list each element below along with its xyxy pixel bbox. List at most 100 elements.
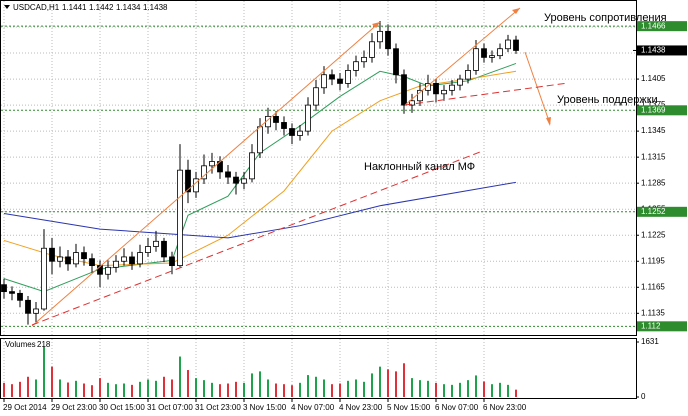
y-tick-label: 1.1195 <box>641 256 665 265</box>
candle-body <box>473 48 479 71</box>
candle-body <box>489 55 495 58</box>
candle-body <box>369 41 375 58</box>
drawings <box>31 7 569 327</box>
candle-body <box>129 256 135 265</box>
candle-body <box>305 104 311 132</box>
candle-body <box>113 260 119 268</box>
candle-body <box>9 291 15 294</box>
y-tick-label: 1.1315 <box>641 152 666 161</box>
candle-body <box>153 240 159 247</box>
x-tick-label: 29 Oct 23:00 <box>51 403 97 412</box>
trend-line <box>404 82 569 106</box>
y-tick-label: 1.1375 <box>641 100 666 109</box>
candle-body <box>145 246 151 253</box>
annotation: Наклонный канал МФ <box>364 161 475 173</box>
volume-panel <box>0 338 637 399</box>
x-tick-label: 31 Oct 07:00 <box>147 403 193 412</box>
candle-body <box>1 284 7 293</box>
level-label: 1.112 <box>641 321 661 330</box>
arrow-head <box>546 117 551 126</box>
ohlc-low: 1.1434 <box>116 3 141 12</box>
arrow-head <box>512 8 520 14</box>
candle-body <box>81 252 87 260</box>
candle-body <box>161 240 167 258</box>
candle-body <box>297 130 303 136</box>
candle-body <box>425 83 431 91</box>
candle-body <box>201 165 207 180</box>
volume-title: Volumes <box>5 340 36 349</box>
channel-line <box>404 7 521 106</box>
x-tick-label: 4 Nov 23:00 <box>339 403 383 412</box>
candle-body <box>209 161 215 167</box>
candle-body <box>105 266 111 275</box>
x-tick-label: 31 Oct 23:00 <box>195 403 241 412</box>
moving-average <box>3 181 517 239</box>
candle-body <box>385 30 391 50</box>
candle-body <box>345 70 351 84</box>
candle-body <box>377 30 383 43</box>
candle-body <box>401 74 407 106</box>
current-price-label: 1.1438 <box>641 46 666 55</box>
x-tick-label: 4 Nov 07:00 <box>291 403 335 412</box>
candle-body <box>249 152 255 180</box>
candle-body <box>25 299 31 314</box>
candle-body <box>65 256 71 265</box>
candle-body <box>337 78 343 84</box>
symbol-icon <box>4 5 10 9</box>
candle-body <box>481 48 487 58</box>
candle-body <box>513 39 519 51</box>
candle-body <box>89 258 95 266</box>
current-price-box <box>637 45 687 56</box>
annotation: Уровень поддержки <box>557 94 658 106</box>
candle-body <box>441 89 447 95</box>
x-tick-label: 5 Nov 15:00 <box>387 403 431 412</box>
y-tick-label: 1.1405 <box>641 74 666 83</box>
candle-body <box>177 169 183 266</box>
candle-body <box>497 48 503 57</box>
y-tick-label: 1.1135 <box>641 308 665 317</box>
level-box <box>637 321 687 332</box>
candle-body <box>41 247 47 310</box>
volume-tick-label: 1631 <box>641 337 659 346</box>
symbol: USDCAD,H1 <box>13 3 60 12</box>
candle-body <box>121 256 127 262</box>
level-box <box>637 21 687 32</box>
candle-body <box>329 74 335 80</box>
moving-average <box>3 62 517 293</box>
candle-body <box>353 61 359 71</box>
candle-body <box>233 176 239 184</box>
candle-body <box>409 100 415 106</box>
arrow-head <box>372 22 380 28</box>
channel-line <box>31 21 381 327</box>
level-label: 1.1369 <box>641 105 666 114</box>
candle-body <box>241 178 247 184</box>
level-box <box>637 105 687 116</box>
candle-body <box>465 70 471 80</box>
candle-body <box>33 308 39 314</box>
ohlc-close: 1.1438 <box>143 3 168 12</box>
candle-body <box>449 84 455 91</box>
candle-body <box>361 56 367 63</box>
x-tick-label: 6 Nov 07:00 <box>435 403 479 412</box>
level-box <box>637 206 687 217</box>
candle-body <box>73 252 79 265</box>
y-tick-label: 1.1165 <box>641 282 665 291</box>
candle-body <box>225 171 231 178</box>
trend-line <box>31 151 481 326</box>
level-label: 1.1252 <box>641 207 666 216</box>
candle-body <box>313 87 319 106</box>
x-tick-label: 6 Nov 23:00 <box>483 403 527 412</box>
candle-body <box>393 48 399 76</box>
candle-body <box>97 265 103 275</box>
candle-body <box>321 74 327 89</box>
ohlc-open: 1.1441 <box>62 3 87 12</box>
y-tick-label: 1.1345 <box>641 126 666 135</box>
candle-body <box>417 89 423 102</box>
candle-body <box>57 256 63 262</box>
level-label: 1.1466 <box>641 21 666 30</box>
y-tick-label: 1.1285 <box>641 178 666 187</box>
volume-last: 218 <box>37 340 51 349</box>
candle-body <box>185 169 191 193</box>
candle-body <box>49 247 55 262</box>
